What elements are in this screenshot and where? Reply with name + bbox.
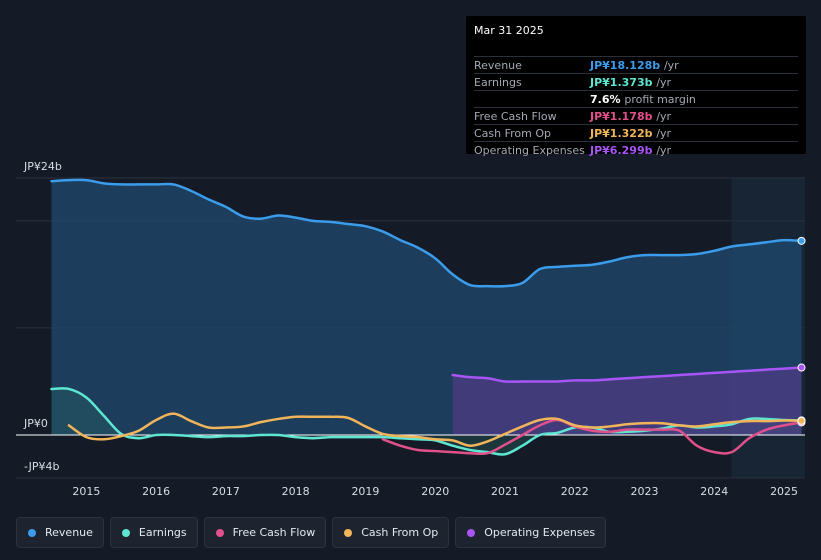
- x-tick-label: 2015: [72, 485, 100, 498]
- legend-item-free-cash-flow[interactable]: Free Cash Flow: [203, 517, 327, 548]
- y-tick-label-top: JP¥24b: [23, 160, 62, 173]
- legend-item-cash-from-op[interactable]: Cash From Op: [332, 517, 450, 548]
- series-areas: [51, 179, 802, 455]
- tooltip-row-value: JP¥1.373b /yr: [590, 76, 672, 89]
- tooltip-row-label: Operating Expenses: [474, 144, 585, 157]
- x-tick-label: 2024: [700, 485, 728, 498]
- legend-item-earnings[interactable]: Earnings: [109, 517, 198, 548]
- tooltip-row-value: JP¥1.178b /yr: [590, 110, 672, 123]
- tooltip-row: Operating Expenses JP¥6.299b /yr: [474, 141, 798, 158]
- tooltip-row-label: Free Cash Flow: [474, 110, 557, 123]
- tooltip-row-unit: /yr: [663, 59, 679, 72]
- legend-label: Operating Expenses: [484, 526, 596, 539]
- legend-dot-icon: [467, 528, 476, 537]
- area-revenue: [51, 179, 802, 435]
- legend: Revenue Earnings Free Cash Flow Cash From O…: [16, 517, 607, 548]
- tooltip-row-value: JP¥1.322b /yr: [590, 127, 672, 140]
- legend-dot-icon: [215, 528, 224, 537]
- line-cash-from-op: [67, 412, 803, 447]
- legend-label: Earnings: [138, 526, 187, 539]
- y-tick-label-bottom: -JP¥4b: [24, 460, 59, 473]
- series-lines: [50, 178, 803, 456]
- area-operating-expenses: [452, 367, 802, 435]
- legend-dot-icon: [344, 528, 353, 537]
- legend-label: Revenue: [45, 526, 93, 539]
- x-tick-label: 2022: [561, 485, 589, 498]
- x-tick-label: 2021: [491, 485, 519, 498]
- tooltip-row: Revenue JP¥18.128b /yr: [474, 56, 798, 73]
- tooltip-row-label: Revenue: [474, 59, 522, 72]
- end-dot-operating-expenses: [797, 363, 806, 372]
- tooltip-row-label: Earnings: [474, 76, 522, 89]
- x-tick-label: 2023: [631, 485, 659, 498]
- tooltip-row: Cash From Op JP¥1.322b /yr: [474, 124, 798, 141]
- legend-label: Free Cash Flow: [232, 526, 316, 539]
- line-revenue: [50, 178, 803, 288]
- x-tick-label: 2020: [421, 485, 449, 498]
- y-tick-label-zero: JP¥0: [23, 417, 48, 430]
- tooltip-row-unit: /yr: [656, 76, 672, 89]
- x-tick-label: 2019: [351, 485, 379, 498]
- tooltip-row-value: JP¥6.299b /yr: [590, 144, 672, 157]
- legend-dot-icon: [28, 528, 36, 537]
- tooltip-row: 7.6% profit margin: [474, 90, 798, 107]
- x-axis-ticks: 2015 2016 2017 2018 2019 2020 2021 2022 2023 2024…: [72, 485, 798, 498]
- x-tick-label: 2017: [212, 485, 240, 498]
- legend-dot-icon: [121, 528, 130, 537]
- legend-item-revenue[interactable]: Revenue: [16, 517, 104, 548]
- series-end-dots: [797, 236, 806, 427]
- tooltip-row-unit: /yr: [656, 110, 672, 123]
- tooltip-date: Mar 31 2025: [474, 24, 544, 37]
- tooltip-row-unit: /yr: [656, 144, 672, 157]
- tooltip-row-label: Cash From Op: [474, 127, 552, 140]
- end-dot-cash-from-op: [797, 416, 806, 425]
- data-tooltip: Mar 31 2025 Revenue JP¥18.128b /yr Earning…: [466, 16, 806, 157]
- line-operating-expenses: [451, 366, 803, 383]
- tooltip-row: Earnings JP¥1.373b /yr: [474, 73, 798, 90]
- x-tick-label: 2016: [142, 485, 170, 498]
- legend-item-operating-expenses[interactable]: Operating Expenses: [455, 517, 607, 548]
- tooltip-row-unit: profit margin: [624, 93, 696, 106]
- tooltip-row-value: JP¥18.128b /yr: [590, 59, 679, 72]
- line-free-cash-flow: [381, 418, 803, 456]
- tooltip-row-value: 7.6% profit margin: [590, 93, 696, 106]
- end-dot-revenue: [797, 236, 806, 245]
- legend-label: Cash From Op: [361, 526, 439, 539]
- x-tick-label: 2025: [770, 485, 798, 498]
- tooltip-row-unit: /yr: [656, 127, 672, 140]
- x-tick-label: 2018: [282, 485, 310, 498]
- tooltip-row: Free Cash Flow JP¥1.178b /yr: [474, 107, 798, 124]
